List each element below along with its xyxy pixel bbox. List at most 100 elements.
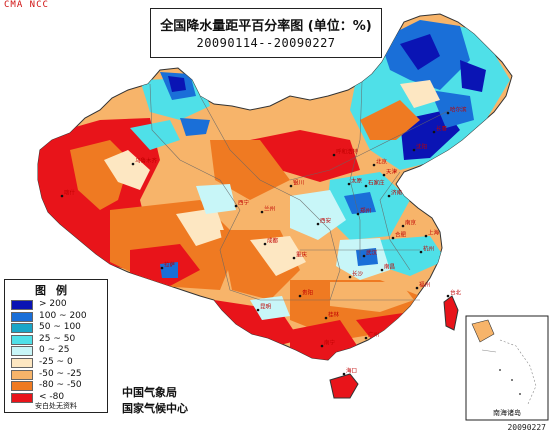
legend-label: -80 ~ -50 <box>39 380 82 391</box>
city-dot <box>316 222 320 226</box>
city-dot <box>446 111 450 115</box>
region-hebei-orange <box>360 100 420 140</box>
city-dot <box>391 236 395 240</box>
city-label: 成都 <box>267 237 279 245</box>
city-label: 西宁 <box>238 199 250 207</box>
city-dot <box>332 153 336 157</box>
city-label: 贵阳 <box>302 289 313 297</box>
region-tibet-blue-spot <box>160 262 178 278</box>
legend-row: 50 ~ 100 <box>11 322 105 334</box>
city-dot <box>362 254 366 258</box>
city-dot <box>424 234 428 238</box>
region-tianshan-cyan <box>130 120 180 150</box>
south-china-sea-inset <box>465 315 549 421</box>
city-label: 银川 <box>293 179 304 187</box>
legend-label: 0 ~ 25 <box>39 345 70 356</box>
city-label: 台北 <box>450 289 462 297</box>
city-dot <box>412 148 416 152</box>
city-dot <box>347 182 351 186</box>
legend-row: -25 ~ 0 <box>11 357 105 369</box>
region-sichuan-pale <box>250 236 306 276</box>
city-dot <box>382 173 386 177</box>
city-dot <box>415 286 419 290</box>
region-south-pale <box>330 282 414 312</box>
city-label: 上海 <box>428 229 440 237</box>
city-dot <box>263 242 267 246</box>
legend: 图例 > 200 100 ~ 200 50 ~ 100 25 ~ 50 0 ~ 25 -2… <box>4 279 108 413</box>
legend-row: -50 ~ -25 <box>11 368 105 381</box>
legend-row: > 200 <box>11 299 105 311</box>
hainan-island <box>329 373 359 399</box>
city-label: 拉萨 <box>164 261 176 269</box>
city-dot <box>320 344 324 348</box>
region-tibet-cyan <box>196 184 236 214</box>
city-label: 长春 <box>436 125 448 133</box>
region-south-pale-cyan <box>250 296 290 320</box>
legend-label: 25 ~ 50 <box>39 333 76 344</box>
legend-label: > 200 <box>39 299 67 309</box>
region-north-china-light <box>290 190 346 240</box>
legend-note: 安白处无资料 <box>35 402 77 410</box>
city-label: 西安 <box>320 217 332 225</box>
city-label: 南宁 <box>324 339 336 347</box>
city-label: 济南 <box>391 189 403 197</box>
region-northeast-dark-2 <box>460 60 486 92</box>
legend-swatch <box>11 311 33 322</box>
city-label: 北京 <box>376 158 388 166</box>
legend-label: -25 ~ 0 <box>39 357 73 367</box>
city-dot <box>380 268 384 272</box>
anomaly-regions <box>38 20 510 360</box>
city-label: 天津 <box>386 169 398 176</box>
city-label: 郑州 <box>360 207 371 215</box>
city-dot <box>298 294 302 298</box>
city-label: 南昌 <box>384 263 395 271</box>
city-label: 长沙 <box>352 270 364 278</box>
legend-swatch <box>11 323 33 334</box>
region-tarim-pale <box>104 150 150 190</box>
city-label: 喀什 <box>64 189 76 197</box>
city-dot <box>364 336 368 340</box>
city-label: 合肥 <box>395 231 407 239</box>
corner-label: CMA NCC <box>4 0 49 10</box>
legend-swatch <box>11 334 33 345</box>
legend-row: < -80 <box>11 391 105 404</box>
city-dot <box>289 184 293 188</box>
city-dot <box>324 316 328 320</box>
region-liaoning-blue <box>430 90 474 128</box>
city-dot <box>260 210 264 214</box>
legend-row: 25 ~ 50 <box>11 333 105 346</box>
city-dot <box>419 250 423 254</box>
city-label: 海口 <box>346 367 357 375</box>
city-label: 福州 <box>419 281 430 289</box>
city-dot <box>234 204 238 208</box>
legend-label: -50 ~ -25 <box>39 368 82 379</box>
city-dot <box>256 308 260 312</box>
city-dot <box>60 194 64 198</box>
org-cma: 中国气象局 <box>122 386 177 399</box>
city-label: 广州 <box>368 331 379 339</box>
map-title: 全国降水量距平百分率图 (单位：%) <box>160 19 372 34</box>
legend-row: 100 ~ 200 <box>11 311 105 323</box>
region-tianshan-blue <box>180 118 210 136</box>
city-dot <box>401 224 405 228</box>
legend-swatch <box>11 392 33 403</box>
city-label: 武汉 <box>366 249 378 257</box>
city-label: 南京 <box>405 219 417 227</box>
region-hubei-blue <box>356 248 378 266</box>
legend-label: < -80 <box>39 391 65 402</box>
region-north-xinjiang-dark <box>168 76 186 92</box>
legend-label: 50 ~ 100 <box>39 322 81 333</box>
city-label: 兰州 <box>264 205 275 213</box>
city-label: 沈阳 <box>416 143 427 151</box>
city-dot <box>446 294 450 298</box>
inset-label: 南海诸岛 <box>493 409 521 417</box>
inset-overlay: 南海诸岛 <box>466 316 548 420</box>
legend-swatch <box>11 369 33 380</box>
legend-row: 0 ~ 25 <box>11 345 105 357</box>
region-tibet-pale <box>176 208 226 246</box>
region-northeast-dark <box>400 34 440 70</box>
city-dot <box>342 372 346 376</box>
province-boundaries <box>149 81 451 301</box>
